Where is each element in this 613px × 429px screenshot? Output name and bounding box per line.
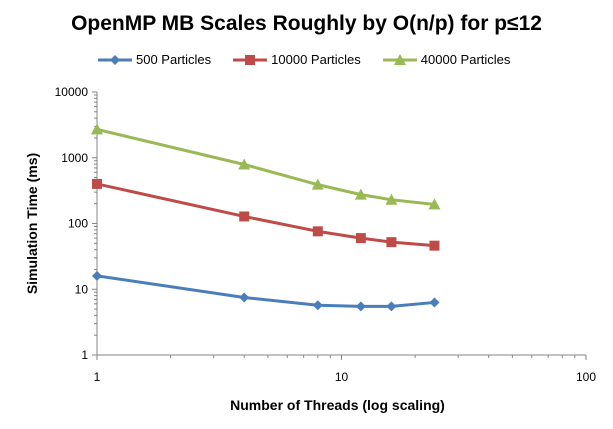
legend-item-500: 500 Particles	[98, 52, 211, 67]
data-point-diamond	[429, 297, 440, 308]
legend-label-500: 500 Particles	[136, 52, 212, 67]
legend-label-10000: 10000 Particles	[271, 52, 361, 67]
y-tick-label: 10000	[55, 85, 89, 99]
legend-label-40000: 40000 Particles	[420, 52, 511, 67]
data-point-diamond	[312, 300, 323, 311]
series-line-2	[96, 127, 435, 206]
data-point-square	[429, 240, 440, 251]
legend-item-10000: 10000 Particles	[233, 52, 361, 67]
x-tick-label: 1	[94, 370, 101, 384]
x-tick-label: 10	[335, 370, 349, 384]
data-point-square	[386, 237, 397, 248]
data-point-square	[239, 211, 250, 222]
series-line-0	[96, 274, 435, 308]
y-tick-label: 100	[68, 217, 88, 231]
data-point-triangle	[428, 198, 441, 210]
data-point-square	[355, 233, 366, 244]
data-point-diamond	[92, 270, 102, 281]
y-axis-title: Simulation Time (ms)	[24, 153, 40, 294]
legend-swatch-40000	[382, 53, 417, 65]
series-line-1	[96, 182, 435, 248]
data-point-triangle	[385, 193, 398, 205]
x-axis-title: Number of Threads (log scaling)	[230, 397, 445, 413]
data-point-triangle	[311, 178, 324, 190]
legend-swatch-10000	[233, 54, 268, 65]
data-point-triangle	[354, 188, 367, 200]
legend-swatch-500	[98, 54, 132, 65]
data-point-diamond	[355, 301, 366, 312]
data-point-triangle	[238, 158, 251, 170]
y-tick-label: 1000	[61, 151, 88, 165]
data-point-triangle	[91, 123, 103, 135]
legend-item-40000: 40000 Particles	[382, 52, 511, 67]
x-tick-label: 100	[576, 370, 596, 384]
y-tick-label: 1	[81, 348, 88, 362]
data-point-diamond	[386, 301, 397, 312]
data-point-diamond	[239, 292, 250, 303]
chart-title: OpenMP MB Scales Roughly by O(n/p) for p…	[71, 12, 542, 35]
data-point-square	[312, 226, 323, 237]
y-tick-label: 10	[75, 282, 89, 296]
legend: 500 Particles 10000 Particles 40000 Part…	[98, 52, 510, 67]
data-point-square	[92, 178, 102, 189]
